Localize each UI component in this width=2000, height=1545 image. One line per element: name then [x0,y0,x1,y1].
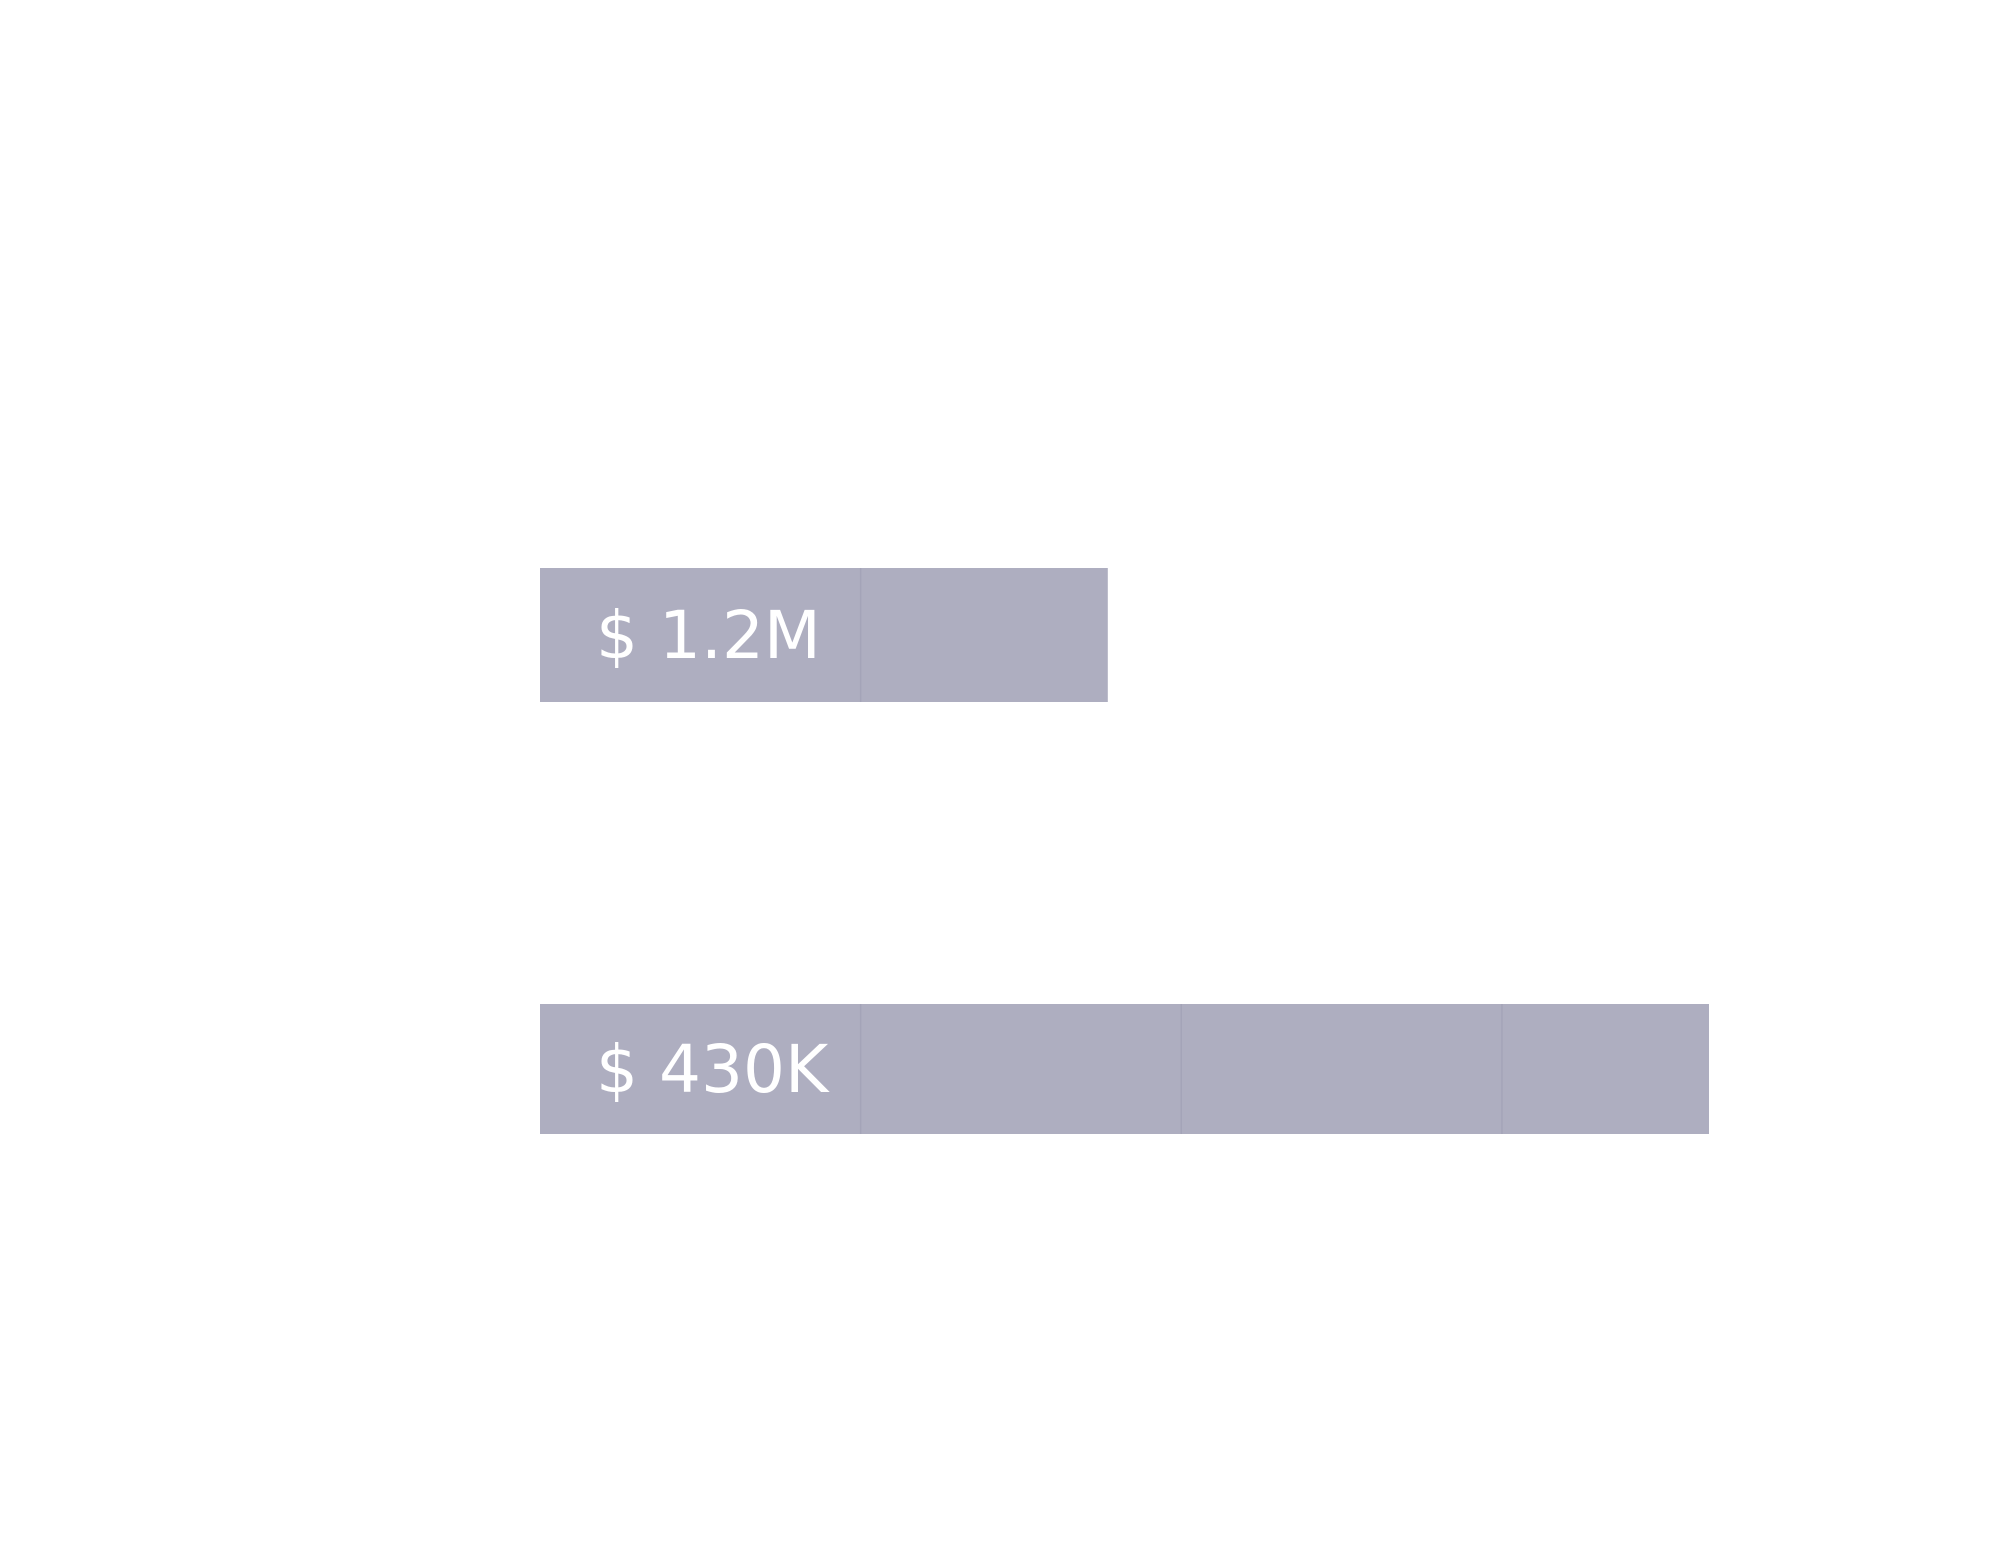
bar [540,1004,1709,1134]
bar-value-label: $ 1.2M [596,597,821,674]
bars-layer: $ 1.2M $ 430K [540,568,1709,1134]
bar [540,568,1108,702]
bar-group: $ 430K [540,1004,1709,1134]
bar-group: $ 1.2M [540,568,1108,702]
bar-value-label: $ 430K [596,1031,830,1108]
